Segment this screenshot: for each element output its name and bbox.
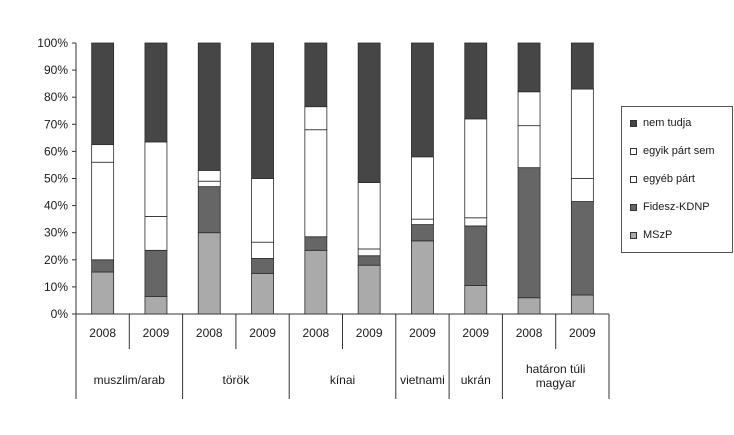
group-label: vietnami <box>400 373 445 387</box>
bar-segment <box>197 186 221 234</box>
group-label: határon túli magyar <box>526 362 585 390</box>
bar-segment <box>570 178 594 202</box>
bar-segment <box>570 88 594 179</box>
legend-label: Fidesz-KDNP <box>643 201 710 213</box>
bar-segment <box>517 125 541 169</box>
x-tick-label: 2008 <box>516 326 543 340</box>
bar-segment <box>357 42 381 183</box>
bar-segment <box>304 42 328 108</box>
x-tick-label: 2009 <box>356 326 383 340</box>
y-tick-label: 10% <box>44 280 68 294</box>
bar-segment <box>304 236 328 251</box>
legend-item: MSzP <box>630 229 672 241</box>
bar-segment <box>517 297 541 315</box>
x-tick-label: 2008 <box>196 326 223 340</box>
group-label: muszlim/arab <box>94 373 166 387</box>
bar-segment <box>570 294 594 315</box>
x-tick-label: 2008 <box>89 326 116 340</box>
x-tick-label: 2009 <box>409 326 436 340</box>
bar-segment <box>144 249 168 297</box>
bar-segment <box>251 258 274 274</box>
bar-segment <box>304 249 328 315</box>
bar-segment <box>411 218 434 225</box>
bar-segment <box>251 241 274 259</box>
bar-segment <box>570 42 594 90</box>
y-tick-label: 20% <box>44 253 68 267</box>
bar-segment <box>251 272 274 315</box>
group-label: ukrán <box>461 373 491 387</box>
bar-segment <box>251 178 274 243</box>
legend: nem tudja egyik párt sem egyéb párt Fidesz-… <box>621 106 733 253</box>
group-label: kínai <box>330 373 355 387</box>
bar-segment <box>144 42 168 143</box>
legend-label: nem tudja <box>643 117 692 129</box>
y-tick-label: 60% <box>44 144 68 158</box>
bar-segment <box>464 42 488 120</box>
y-tick-label: 30% <box>44 226 68 240</box>
bar-segment <box>517 91 541 127</box>
bar-segment <box>91 144 115 163</box>
bar-segment <box>144 216 168 251</box>
bar-segment <box>91 271 115 315</box>
legend-swatch <box>630 147 637 155</box>
bar-segment <box>411 42 434 158</box>
legend-item: egyik párt sem <box>630 145 715 157</box>
legend-swatch <box>630 203 637 211</box>
legend-item: Fidesz-KDNP <box>630 201 710 213</box>
legend-label: egyéb párt <box>643 173 695 185</box>
bar-segment <box>91 161 115 261</box>
bar-segment <box>357 248 381 257</box>
y-tick-label: 40% <box>44 199 68 213</box>
y-tick-label: 90% <box>44 63 68 77</box>
x-tick-label: 2009 <box>143 326 170 340</box>
bar-segment <box>570 201 594 296</box>
x-tick-label: 2009 <box>249 326 276 340</box>
bar-segment <box>357 264 381 315</box>
x-tick-label: 2008 <box>302 326 329 340</box>
bar-segment <box>144 295 168 315</box>
legend-label: egyik párt sem <box>643 145 715 157</box>
bar-segment <box>197 169 221 182</box>
bar-segment <box>251 42 274 179</box>
x-tick-label: 2009 <box>569 326 596 340</box>
legend-item: egyéb párt <box>630 173 695 185</box>
bar-segment <box>91 259 115 273</box>
bar-segment <box>464 118 488 219</box>
legend-item: nem tudja <box>630 117 691 129</box>
legend-swatch <box>630 175 637 183</box>
bar-segment <box>464 285 488 315</box>
bar-segment <box>517 167 541 299</box>
y-tick-label: 50% <box>44 172 68 186</box>
bar-segment <box>357 255 381 266</box>
bar-segment <box>411 156 434 220</box>
legend-swatch <box>630 231 637 239</box>
y-tick-label: 70% <box>44 117 68 131</box>
axis-labels: 0% 10% 20% 30% 40% 50% 60% 70% 80% 90% 100% 2008 200… <box>37 36 596 390</box>
bar-segment <box>197 180 221 188</box>
bar-segment <box>411 224 434 242</box>
bar-segment <box>304 106 328 131</box>
bar-segment <box>411 240 434 315</box>
bar-segment <box>304 129 328 238</box>
bars <box>91 42 594 315</box>
y-tick-label: 0% <box>51 307 69 321</box>
bar-segment <box>144 141 168 217</box>
bar-segment <box>517 42 541 93</box>
legend-label: MSzP <box>643 229 673 241</box>
bar-segment <box>91 42 115 146</box>
bar-segment <box>464 217 488 227</box>
bar-segment <box>464 225 488 286</box>
x-tick-label: 2009 <box>462 326 489 340</box>
group-label: török <box>223 373 251 387</box>
bar-segment <box>197 42 221 171</box>
y-tick-label: 80% <box>44 90 68 104</box>
bar-segment <box>197 232 221 315</box>
bar-segment <box>357 182 381 250</box>
legend-swatch <box>630 119 637 127</box>
y-tick-label: 100% <box>37 36 68 50</box>
